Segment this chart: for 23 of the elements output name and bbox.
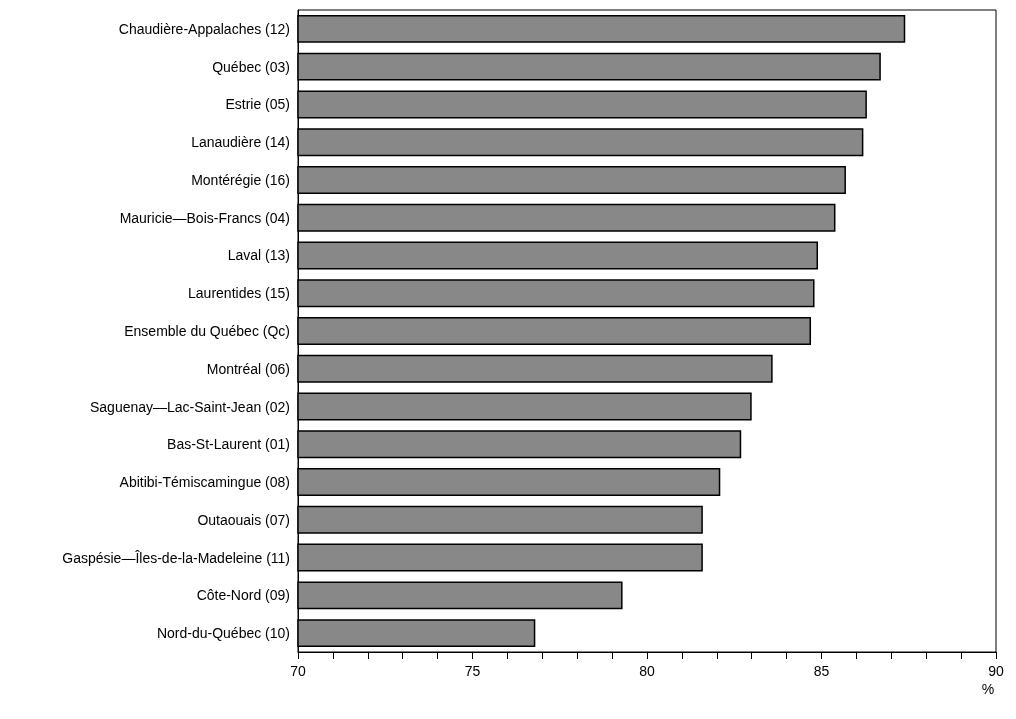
y-tick-label: Côte-Nord (09)	[196, 587, 290, 604]
x-tick-label: 75	[464, 663, 481, 679]
y-tick-label: Lanaudière (14)	[191, 134, 290, 151]
x-axis-title: %	[981, 681, 995, 697]
y-tick-label: Abitibi-Témiscamingue (08)	[119, 474, 290, 491]
x-tick-label: 85	[813, 663, 830, 679]
y-tick-label: Outaouais (07)	[197, 511, 290, 528]
x-tick-label: 80	[639, 663, 655, 679]
y-tick-label: Bas-St-Laurent (01)	[167, 436, 290, 453]
y-tick-label: Estrie (05)	[225, 96, 290, 113]
y-tick-label: Ensemble du Québec (Qc)	[124, 323, 290, 339]
y-tick-label: Québec (03)	[212, 58, 290, 75]
y-tick-label: Laurentides (15)	[188, 285, 290, 302]
y-tick-label: Nord-du-Québec (10)	[156, 625, 290, 642]
x-tick-label: 70	[290, 663, 306, 679]
y-tick-label: Mauricie—Bois-Francs (04)	[119, 209, 290, 226]
y-tick-label: Montérégie (16)	[191, 171, 290, 188]
y-tick-label: Gaspésie—Îles-de-la-Madeleine (11)	[62, 549, 290, 566]
y-tick-label: Montréal (06)	[206, 360, 290, 377]
y-tick-label: Saguenay—Lac-Saint-Jean (02)	[89, 398, 290, 415]
y-tick-label: Chaudière-Appalaches (12)	[118, 20, 290, 37]
x-tick-label: 90	[988, 663, 1004, 679]
y-tick-label: Laval (13)	[227, 247, 290, 264]
